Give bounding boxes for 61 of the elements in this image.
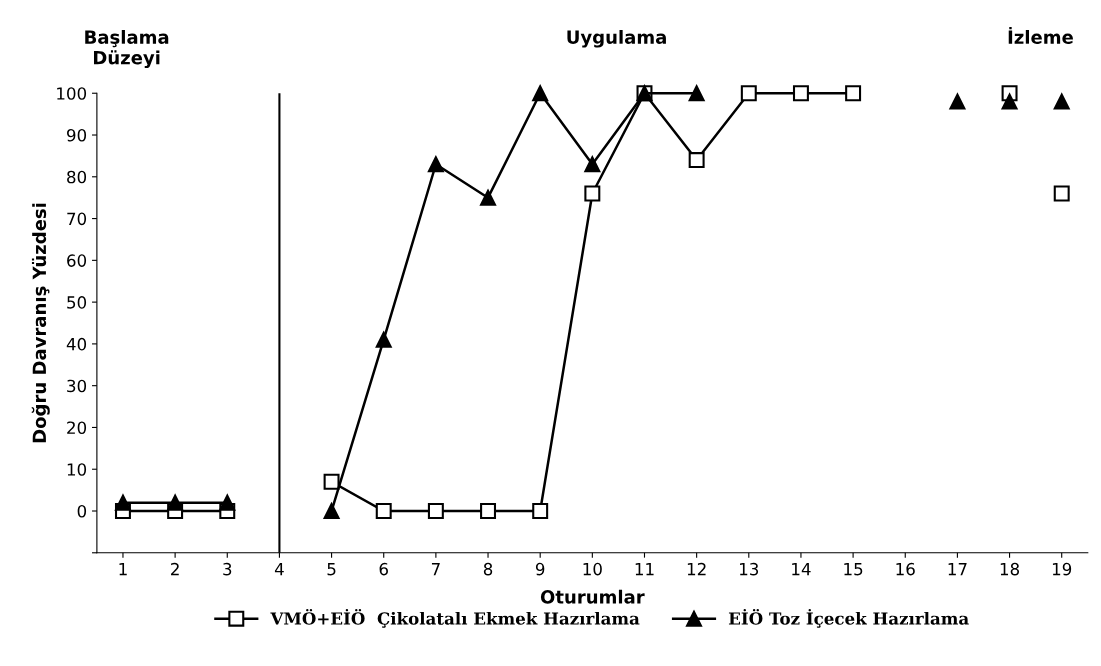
y-tick-label: 100: [57, 87, 87, 100]
y-tick-label: 70: [67, 212, 87, 226]
y-tick-label: 0: [77, 504, 87, 518]
text: Uygulama: [567, 29, 666, 48]
point: [323, 473, 340, 490]
point: [688, 85, 705, 102]
x-tick-label: 19: [1052, 562, 1072, 576]
point: [532, 503, 549, 519]
y-tick-label: 20: [67, 421, 87, 435]
point: [375, 331, 392, 348]
x-tick-label: 13: [740, 562, 759, 576]
point: [114, 494, 131, 511]
x-tick-label: 18: [1000, 562, 1020, 576]
legend-label: VMÖ+EİÖ Çikolatalı Ekmek Hazırlama: [270, 608, 640, 628]
y-tick-label: 30: [67, 379, 87, 393]
x-tick-label: 16: [896, 562, 915, 576]
x-tick-label: 10: [583, 562, 602, 576]
point: [219, 494, 236, 511]
x-tick-label: 9: [535, 562, 545, 576]
text: Başlama Düzeyi: [85, 29, 169, 69]
point: [480, 503, 497, 519]
point: [323, 503, 340, 519]
x-tick-label: 1: [119, 563, 127, 576]
y-tick-label: 90: [67, 128, 87, 142]
point: [1053, 185, 1070, 202]
point: [688, 152, 705, 169]
x-tick-label: 12: [687, 562, 706, 576]
point: [375, 503, 392, 519]
x-tick-label: 8: [483, 562, 493, 576]
x-tick-label: 15: [844, 563, 863, 576]
x-tick-label: 6: [379, 562, 388, 576]
point: [949, 93, 966, 110]
y-tick-label: 10: [67, 463, 87, 476]
text: İzleme: [1008, 26, 1073, 44]
point: [532, 85, 549, 102]
x-tick-label: 5: [327, 563, 336, 576]
y-tick-label: 60: [67, 254, 87, 267]
x-tick-label: 2: [171, 562, 179, 576]
y-tick-label: 50: [67, 296, 87, 309]
x-tick-label: 3: [223, 562, 232, 576]
x-tick-label: 11: [635, 563, 654, 576]
point: [427, 156, 444, 173]
y-tick-label: 80: [67, 170, 87, 184]
point: [740, 85, 757, 102]
point: [792, 85, 809, 102]
point: [427, 503, 444, 519]
x-tick-label: 14: [792, 563, 811, 576]
point: [1001, 93, 1018, 110]
point: [1053, 93, 1070, 110]
x-axis-title: Oturumlar: [540, 589, 645, 604]
x-tick-label: 7: [431, 563, 440, 576]
point: [845, 85, 862, 102]
point: [584, 185, 601, 202]
point: [584, 156, 601, 173]
x-tick-label: 4: [274, 563, 284, 576]
x-tick-label: 17: [948, 563, 967, 576]
y-axis-title: Doğru Davranış Yüzdesi: [31, 203, 50, 443]
point: [167, 494, 184, 511]
legend-label: EİÖ Toz İçecek Hazırlama: [728, 608, 969, 628]
point: [480, 189, 497, 206]
y-tick-label: 40: [66, 337, 87, 351]
